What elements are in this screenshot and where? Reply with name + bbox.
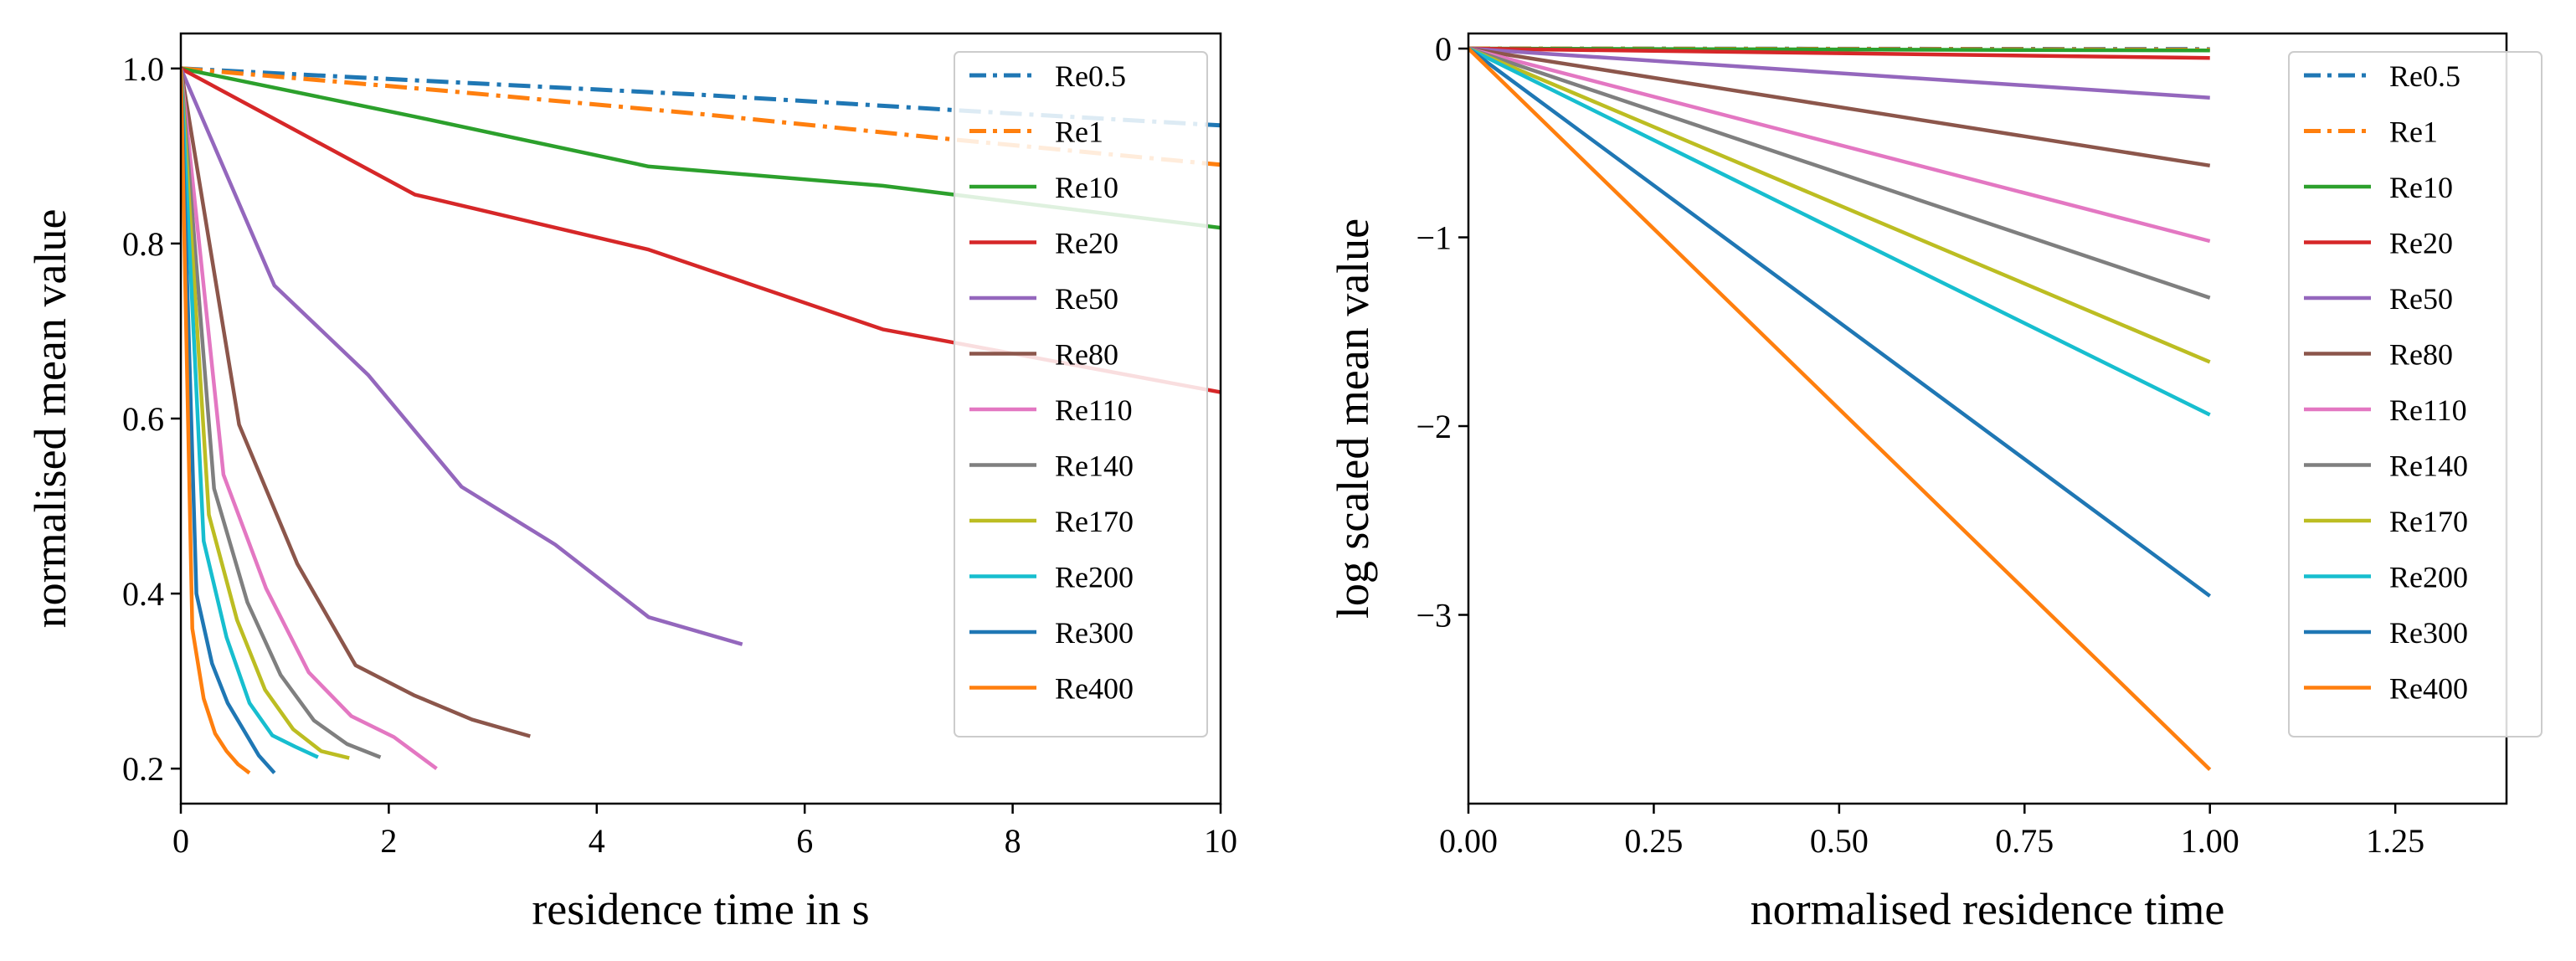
legend-label: Re20 (1055, 227, 1118, 260)
legend-label: Re300 (2389, 616, 2468, 650)
x-tick-label: 2 (380, 822, 397, 860)
x-tick-label: 0.25 (1624, 822, 1683, 860)
series-line-re170 (1468, 46, 2211, 364)
legend-label: Re170 (1055, 505, 1134, 538)
y-tick-label: 0.6 (122, 400, 164, 438)
left-chart: 0 2 4 6 8 10 0.2 0.4 0.6 0.8 1.0 residence time in … (25, 32, 1237, 934)
legend-box (954, 51, 1208, 737)
series-line-re400 (181, 68, 251, 775)
legend-label: Re400 (1055, 672, 1134, 706)
x-tick-label: 0 (172, 822, 189, 860)
y-tick-label: −1 (1416, 219, 1452, 257)
series-line-re80 (1468, 46, 2211, 168)
y-tick-label: 0.2 (122, 750, 164, 788)
series-line-re140 (181, 68, 382, 759)
series-line-re50 (181, 67, 743, 646)
legend-label: Re0.5 (2389, 59, 2460, 93)
y-tick-label: 0.4 (122, 575, 164, 613)
legend-label: Re10 (1055, 171, 1118, 204)
x-tick-label: 1.00 (2181, 822, 2239, 860)
series-line-re20 (1468, 46, 2210, 60)
y-tick-label: −2 (1416, 408, 1452, 445)
x-tick-label: 0.00 (1439, 822, 1498, 860)
series-line-re110 (1468, 46, 2211, 244)
legend: Re0.5 Re1 Re10 Re20 Re50 Re80 Re110 Re140 Re170 R… (2288, 51, 2543, 737)
x-tick-label: 6 (796, 822, 813, 860)
series-group (1468, 46, 2212, 772)
series-line-re50 (1468, 46, 2210, 100)
series-line-re80 (181, 68, 531, 738)
legend-label: Re1 (1055, 116, 1103, 149)
right-chart: 0.00 0.25 0.50 0.75 1.00 1.25 0 −1 −2 −3 normalise… (1328, 30, 2543, 934)
legend-label: Re20 (2389, 227, 2453, 260)
series-group (181, 66, 1221, 775)
y-axis-label: log scaled mean value (1328, 218, 1378, 619)
legend-label: Re50 (2389, 282, 2453, 316)
x-tick-label: 4 (589, 822, 605, 860)
series-line-re400 (1468, 47, 2212, 772)
y-axis-label: normalised mean value (25, 209, 75, 629)
legend: Re0.5 Re1 Re10 Re20 Re50 Re80 Re110 Re140 Re170 R… (954, 51, 1208, 737)
series-line-re170 (181, 68, 350, 760)
legend-label: Re170 (2389, 505, 2468, 538)
y-tick-label: 1.0 (122, 50, 164, 88)
x-tick-label: 0.50 (1810, 822, 1869, 860)
legend-label: Re80 (1055, 338, 1118, 372)
x-tick-label: 8 (1005, 822, 1021, 860)
y-tick-label: 0.8 (122, 225, 164, 263)
legend-label: Re110 (2389, 393, 2467, 427)
y-tick-label: 0 (1435, 30, 1452, 68)
y-tick-label: −3 (1416, 597, 1452, 635)
series-line-re140 (1468, 46, 2211, 300)
series-line-re110 (181, 68, 438, 771)
legend-label: Re140 (2389, 450, 2468, 483)
series-line-re300 (1468, 47, 2212, 598)
legend-label: Re140 (1055, 450, 1134, 483)
x-tick-label: 0.75 (1995, 822, 2054, 860)
legend-label: Re200 (1055, 561, 1134, 594)
legend-label: Re80 (2389, 338, 2453, 372)
legend-label: Re200 (2389, 561, 2468, 594)
x-tick-label: 1.25 (2366, 822, 2424, 860)
legend-label: Re400 (2389, 672, 2468, 706)
x-tick-label: 10 (1204, 822, 1237, 860)
legend-label: Re1 (2389, 116, 2438, 149)
legend-label: Re10 (2389, 171, 2453, 204)
series-line-re300 (181, 68, 276, 774)
legend-label: Re0.5 (1055, 59, 1126, 93)
legend-label: Re300 (1055, 616, 1134, 650)
legend-label: Re110 (1055, 393, 1133, 427)
legend-box (2288, 51, 2543, 737)
series-line-re200 (181, 68, 319, 759)
x-axis-label: normalised residence time (1751, 884, 2225, 934)
legend-label: Re50 (1055, 282, 1118, 316)
x-axis-label: residence time in s (532, 884, 869, 934)
series-line-re200 (1468, 46, 2211, 417)
